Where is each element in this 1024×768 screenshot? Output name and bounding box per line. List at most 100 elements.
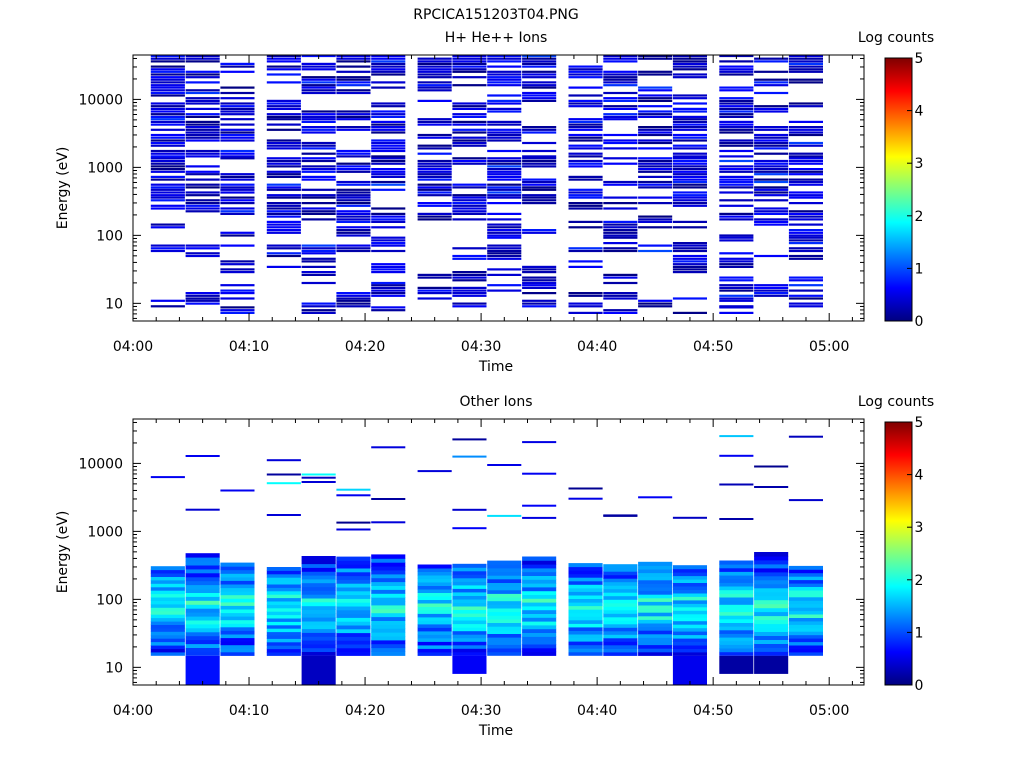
heat-cell	[788, 239, 823, 242]
colorbar-tick-label: 1	[915, 261, 924, 277]
heat-cell	[452, 157, 487, 160]
heat-cell	[266, 570, 301, 575]
heat-cell	[301, 131, 336, 134]
heat-cell	[754, 563, 789, 569]
heat-cell	[672, 572, 707, 577]
heat-cell	[150, 244, 185, 247]
heat-cell	[487, 102, 522, 105]
heat-cell	[336, 560, 371, 565]
heat-cell	[522, 640, 557, 645]
heat-cell	[371, 521, 406, 524]
heat-cell	[266, 162, 301, 165]
heat-cell	[185, 194, 220, 197]
x-tick-label: 04:40	[577, 703, 617, 719]
heat-cell	[487, 81, 522, 84]
heat-cell	[603, 113, 638, 116]
heat-cell	[672, 617, 707, 622]
heat-cell	[788, 128, 823, 131]
heat-cell	[266, 194, 301, 197]
heat-cell	[638, 576, 673, 581]
colorbar-tick-label: 2	[915, 573, 924, 589]
heat-cell	[301, 571, 336, 576]
heat-cell	[371, 123, 406, 126]
heat-cell	[452, 254, 487, 258]
heat-cell	[266, 173, 301, 176]
heat-cell	[719, 204, 754, 207]
heat-cell	[487, 564, 522, 569]
heat-cell	[185, 557, 220, 562]
heat-cell	[754, 210, 789, 213]
heat-cell	[266, 631, 301, 636]
heat-cell	[754, 126, 789, 129]
heat-cell	[336, 556, 371, 561]
heat-cell	[719, 589, 754, 594]
heat-cell	[371, 294, 406, 297]
heat-cell	[672, 102, 707, 105]
heat-cell	[568, 120, 603, 123]
heat-cell	[788, 593, 823, 598]
heat-cell	[719, 637, 754, 642]
heat-cell	[220, 118, 255, 121]
heat-cell	[568, 602, 603, 607]
heat-cell	[568, 191, 603, 194]
heat-cell	[788, 191, 823, 194]
heat-cell	[417, 568, 452, 572]
heat-cell	[336, 126, 371, 129]
heat-cell	[672, 311, 707, 314]
heat-cell	[487, 578, 522, 583]
heat-cell	[522, 194, 557, 197]
heat-cell	[487, 139, 522, 142]
heat-cell	[638, 612, 673, 617]
heat-cell	[638, 105, 673, 108]
heat-cell	[185, 455, 220, 457]
heat-cell	[220, 598, 255, 603]
heat-cell	[672, 133, 707, 137]
heat-cell	[754, 619, 789, 625]
heat-cell	[672, 257, 707, 260]
heat-cell	[638, 162, 673, 165]
heat-cell	[754, 191, 789, 194]
heat-cell	[336, 609, 371, 615]
heat-cell	[788, 120, 823, 123]
heat-cell	[487, 273, 522, 276]
heat-cell	[266, 638, 301, 643]
heat-cell	[672, 159, 707, 163]
heat-cell	[603, 292, 638, 295]
heat-cell	[266, 223, 301, 226]
heat-cell	[603, 616, 638, 621]
heat-cell	[788, 131, 823, 134]
heat-cell	[371, 636, 406, 641]
heat-cell	[417, 81, 452, 84]
heat-cell	[220, 65, 255, 68]
heat-cell	[371, 175, 406, 178]
heat-cell	[603, 273, 638, 276]
heat-cell	[150, 136, 185, 139]
heat-cell	[417, 168, 452, 171]
heat-cell	[568, 128, 603, 131]
heat-cell	[301, 605, 336, 610]
heat-cell	[220, 644, 255, 649]
heat-cell	[603, 641, 638, 646]
heat-cell	[487, 218, 522, 221]
heat-cell	[788, 144, 823, 147]
heat-cell	[185, 635, 220, 641]
heat-cell	[719, 622, 754, 627]
heat-cell	[719, 633, 754, 638]
x-tick-label: 04:10	[229, 339, 269, 355]
heat-cell	[417, 204, 452, 207]
heat-cell	[371, 289, 406, 292]
heat-cell	[185, 588, 220, 593]
heat-cell	[522, 575, 557, 580]
heat-cell	[719, 252, 754, 255]
heat-cell	[487, 202, 522, 205]
heat-cell	[336, 494, 371, 497]
heat-cell	[371, 263, 406, 266]
x-tick-label: 04:00	[113, 339, 153, 355]
heat-cell	[638, 302, 673, 305]
heat-cell	[603, 70, 638, 73]
heat-cell	[452, 527, 487, 530]
heat-cell	[719, 629, 754, 634]
heat-cell	[568, 165, 603, 168]
heat-cell	[336, 168, 371, 171]
heat-cell	[336, 60, 371, 63]
